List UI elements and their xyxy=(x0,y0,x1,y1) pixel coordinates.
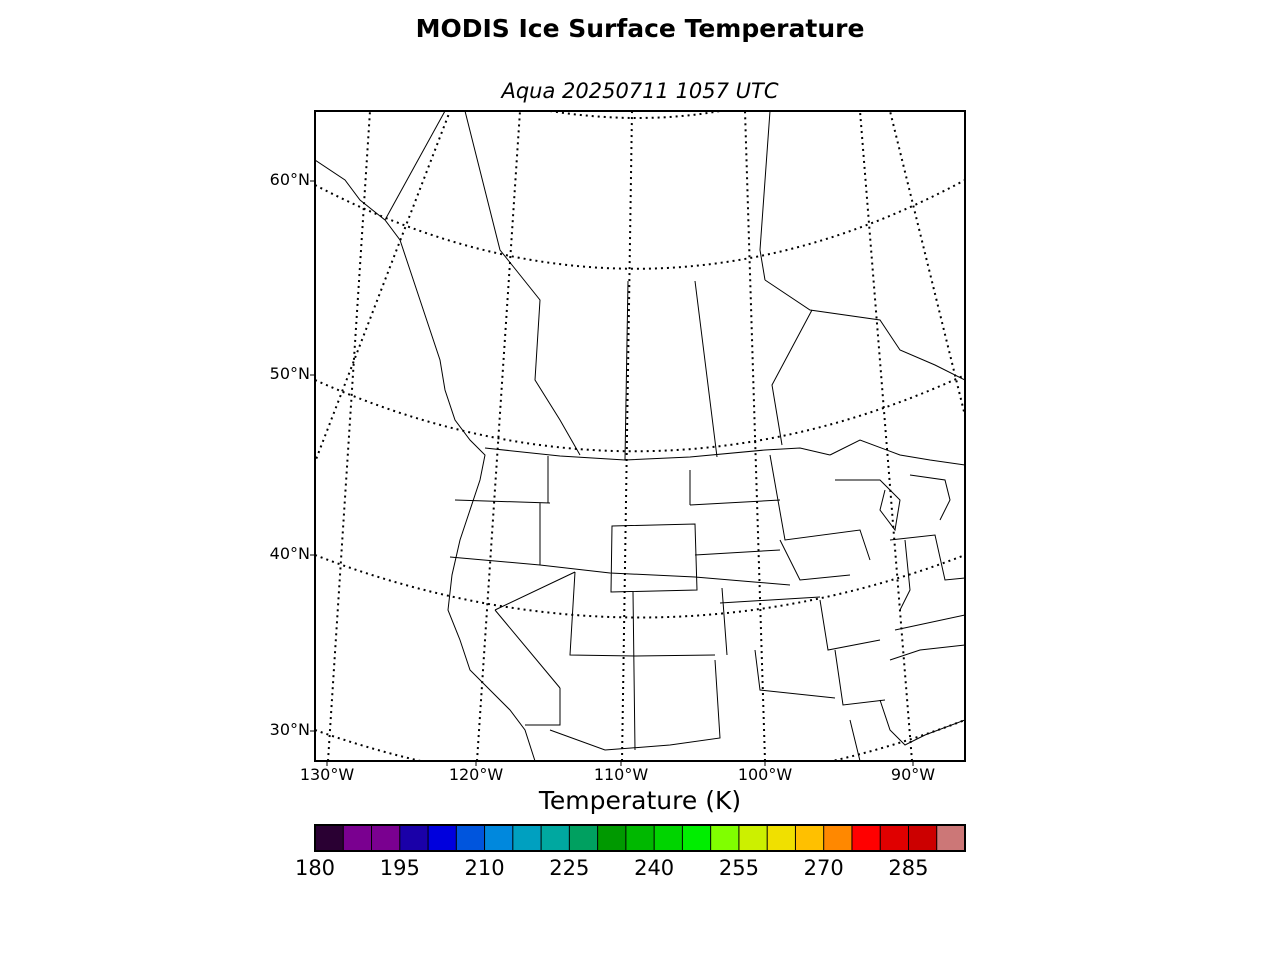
chart-title: MODIS Ice Surface Temperature xyxy=(415,14,865,43)
colorbar-swatch xyxy=(399,825,429,851)
colorbar-tick-label: 195 xyxy=(379,856,420,880)
meridian-120w xyxy=(476,111,521,761)
colorbar-swatch xyxy=(315,825,344,851)
colorbar-swatch xyxy=(936,825,966,851)
colorbar-swatch xyxy=(456,825,486,851)
meridian-100w xyxy=(744,111,766,761)
lon-label-100w: 100°W xyxy=(737,765,793,784)
colorbar-swatch xyxy=(343,825,373,851)
colorbar-tick-label: 270 xyxy=(803,856,844,880)
parallel-30n xyxy=(315,719,965,761)
bc-alberta-border xyxy=(464,111,581,456)
meridian-110w xyxy=(621,111,633,761)
lat-label-30n: 30°N xyxy=(269,720,310,739)
map-area xyxy=(80,111,965,761)
colorbar-swatch xyxy=(597,825,627,851)
colorbar-swatch xyxy=(625,825,655,851)
colorbar-tick-label: 255 xyxy=(718,856,759,880)
great-lakes xyxy=(829,439,965,532)
colorbar-swatch xyxy=(851,825,881,851)
colorbar xyxy=(315,825,966,851)
colorbar-swatch xyxy=(767,825,796,851)
colorbar-tick-label: 240 xyxy=(634,856,675,880)
colorbar-swatch xyxy=(682,825,712,851)
colorbar-tick-label: 210 xyxy=(464,856,505,880)
colorbar-swatch xyxy=(908,825,938,851)
sk-mb-border xyxy=(694,280,718,458)
lon-label-110w: 110°W xyxy=(593,765,649,784)
us-state-lines xyxy=(449,454,965,751)
parallel-50n xyxy=(315,374,965,453)
meridian-80w xyxy=(889,111,965,420)
axis-ticks xyxy=(310,180,914,766)
coastlines-and-borders xyxy=(315,111,965,761)
colorbar-swatch xyxy=(654,825,683,851)
lat-label-60n: 60°N xyxy=(269,170,310,189)
colorbar-tick-label: 180 xyxy=(294,856,336,880)
colorbar-swatch xyxy=(484,825,514,851)
chart-subtitle: Aqua 20250711 1057 UTC xyxy=(501,79,779,103)
mb-on-border xyxy=(771,309,813,446)
parallel-65n xyxy=(549,111,721,119)
lat-label-50n: 50°N xyxy=(269,364,310,383)
colorbar-swatch xyxy=(428,825,457,851)
lon-label-120w: 120°W xyxy=(448,765,504,784)
canada-us-border xyxy=(484,447,831,461)
colorbar-swatch xyxy=(795,825,825,851)
colorbar-swatch xyxy=(710,825,740,851)
colorbar-title: Temperature (K) xyxy=(538,786,742,815)
colorbar-swatch xyxy=(512,825,542,851)
parallel-40n xyxy=(315,554,965,619)
graticule xyxy=(80,111,965,761)
colorbar-tick-label: 285 xyxy=(888,856,929,880)
lon-label-130w: 130°W xyxy=(299,765,355,784)
gulf-coast xyxy=(849,699,965,761)
colorbar-swatch xyxy=(371,825,401,851)
lon-label-90w: 90°W xyxy=(890,765,936,784)
meridian-90w xyxy=(859,111,913,761)
colorbar-swatch xyxy=(569,825,599,851)
colorbar-swatch xyxy=(738,825,768,851)
nunavut-line xyxy=(759,111,771,281)
lat-label-40n: 40°N xyxy=(269,544,310,563)
colorbar-swatch xyxy=(541,825,570,851)
hudson-bay xyxy=(764,279,965,381)
map-frame xyxy=(314,110,966,762)
ab-sk-border xyxy=(624,280,629,461)
meridian-130w xyxy=(327,111,371,761)
pacific-coast xyxy=(315,159,536,761)
alaska-border xyxy=(384,111,446,221)
parallel-60n xyxy=(315,179,965,270)
colorbar-frame xyxy=(314,824,966,852)
colorbar-swatch xyxy=(880,825,909,851)
colorbar-swatch xyxy=(823,825,853,851)
colorbar-tick-label: 225 xyxy=(549,856,590,880)
meridian-140w xyxy=(315,111,451,465)
meridian-150w xyxy=(80,111,300,761)
